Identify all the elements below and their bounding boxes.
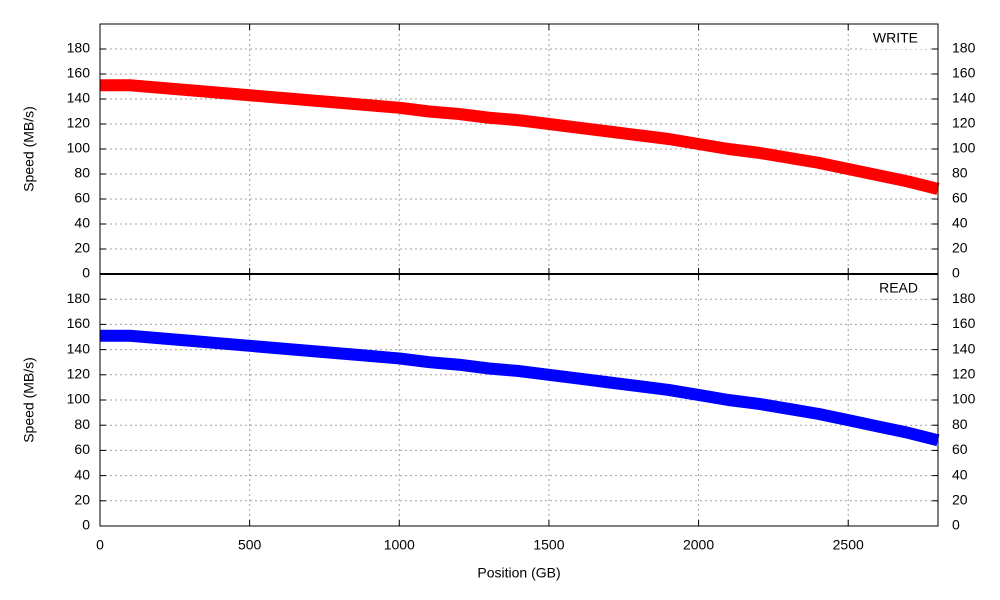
x-tick-label: 500 <box>238 537 262 553</box>
y-axis-label: Speed (MB/s) <box>21 106 37 192</box>
legend-label: WRITE <box>873 30 918 46</box>
y2-tick-label: 140 <box>952 340 976 356</box>
y2-tick-label: 180 <box>952 290 976 306</box>
y2-tick-label: 20 <box>952 492 968 508</box>
x-tick-label: 1000 <box>384 537 415 553</box>
legend-label: READ <box>879 280 918 296</box>
y-tick-label: 80 <box>74 416 90 432</box>
y2-tick-label: 100 <box>952 391 976 407</box>
y-tick-label: 180 <box>67 40 91 56</box>
y-tick-label: 100 <box>67 140 91 156</box>
y-tick-label: 140 <box>67 90 91 106</box>
y-axis-label: Speed (MB/s) <box>21 357 37 443</box>
x-axis-label: Position (GB) <box>477 565 560 581</box>
y-tick-label: 20 <box>74 240 90 256</box>
y2-tick-label: 40 <box>952 466 968 482</box>
y-tick-label: 40 <box>74 215 90 231</box>
legend-box <box>862 279 928 299</box>
y-tick-label: 120 <box>67 115 91 131</box>
y-tick-label: 140 <box>67 340 91 356</box>
y2-tick-label: 60 <box>952 190 968 206</box>
y2-tick-label: 100 <box>952 140 976 156</box>
y2-tick-label: 80 <box>952 416 968 432</box>
y2-tick-label: 80 <box>952 165 968 181</box>
y-tick-label: 120 <box>67 366 91 382</box>
y2-tick-label: 180 <box>952 40 976 56</box>
y-tick-label: 40 <box>74 466 90 482</box>
y-tick-label: 160 <box>67 65 91 81</box>
y-tick-label: 100 <box>67 391 91 407</box>
y2-tick-label: 60 <box>952 441 968 457</box>
y2-tick-label: 120 <box>952 115 976 131</box>
y2-tick-label: 0 <box>952 517 960 533</box>
y2-tick-label: 140 <box>952 90 976 106</box>
series-line <box>100 329 940 447</box>
y-tick-label: 80 <box>74 165 90 181</box>
y2-tick-label: 0 <box>952 265 960 281</box>
y-tick-label: 0 <box>82 265 90 281</box>
x-tick-label: 1500 <box>533 537 564 553</box>
y2-tick-label: 40 <box>952 215 968 231</box>
y-tick-label: 0 <box>82 517 90 533</box>
y-tick-label: 60 <box>74 441 90 457</box>
y-tick-label: 160 <box>67 315 91 331</box>
y-tick-label: 20 <box>74 492 90 508</box>
y2-tick-label: 160 <box>952 315 976 331</box>
y2-tick-label: 120 <box>952 366 976 382</box>
x-tick-label: 2500 <box>833 537 864 553</box>
y-tick-label: 60 <box>74 190 90 206</box>
y2-tick-label: 20 <box>952 240 968 256</box>
y-tick-label: 180 <box>67 290 91 306</box>
series-line <box>100 79 940 195</box>
x-tick-label: 0 <box>96 537 104 553</box>
legend-box <box>862 29 928 49</box>
x-tick-label: 2000 <box>683 537 714 553</box>
y2-tick-label: 160 <box>952 65 976 81</box>
